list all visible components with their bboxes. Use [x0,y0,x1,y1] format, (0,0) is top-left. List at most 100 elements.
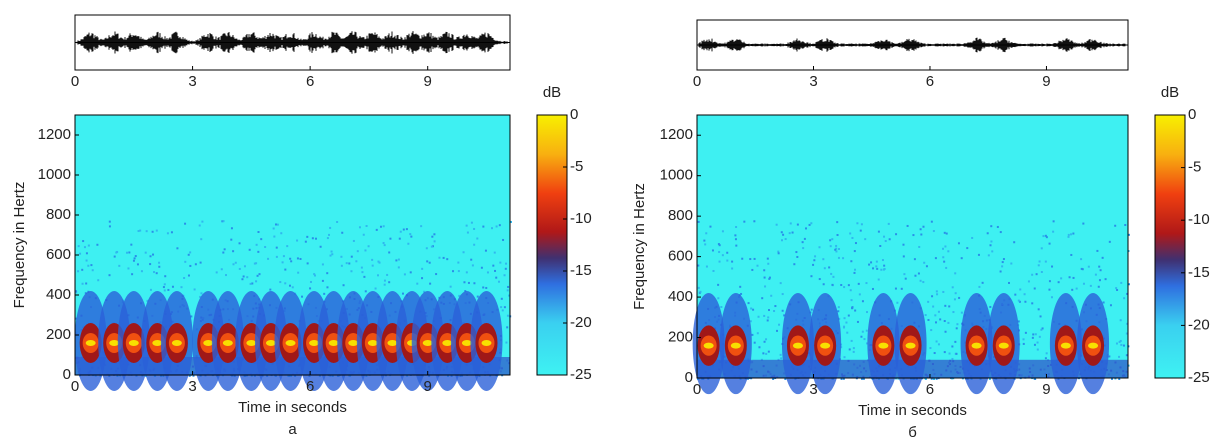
speckle [473,243,476,246]
speckle [306,235,309,238]
speckle [242,275,245,278]
speckle [952,311,955,314]
speckle [849,232,852,235]
speckle [164,275,167,278]
speckle [868,263,871,266]
speckle [230,238,233,241]
speckle [131,273,134,276]
speckle [306,262,309,265]
speckle [1114,224,1117,227]
speckle [835,247,838,250]
speckle [457,270,460,273]
speckle [881,259,884,262]
speckle [930,220,933,223]
speckle [140,270,143,273]
speckle [829,239,832,242]
blob [328,340,339,346]
blob [128,340,139,346]
speckle [1014,293,1017,296]
colorbar-tick-label: -15 [1188,264,1210,281]
blob [285,340,296,346]
speckle [350,270,353,273]
speckle [1022,338,1025,341]
y-tick-label: 600 [668,248,693,265]
speckle [777,252,780,255]
speckle [989,244,992,247]
speckle [934,257,937,260]
speckle [1072,276,1075,279]
speckle [1067,233,1070,236]
speckle [860,223,863,226]
y-axis-label: Frequency in Hertz [11,182,28,309]
speckle [828,266,831,269]
speckle [397,266,400,269]
speckle [409,233,412,236]
speckle [1036,341,1039,344]
speckle [850,299,853,302]
y-tick-label: 200 [668,329,693,346]
speckle [957,242,960,245]
speckle [943,351,946,354]
speckle [781,239,784,242]
speckle [220,268,223,271]
speckle [465,224,468,227]
speckle [1115,342,1118,345]
speckle [1082,282,1085,285]
blob [367,340,378,346]
speckle [1115,287,1118,290]
speckle [1037,264,1040,267]
speckle [79,252,82,255]
speckle [1052,220,1055,223]
speckle [77,245,80,248]
speckle [1038,260,1041,263]
speckle [506,326,509,329]
speckle [810,275,813,278]
speckle [482,286,485,289]
speckle [327,233,330,236]
speckle [966,247,969,250]
speckle [879,245,882,248]
x-tick-label: 3 [809,73,817,90]
y-tick-label: 400 [668,288,693,305]
spectrogram-frame [696,114,1129,379]
speckle [953,298,956,301]
speckle [319,245,322,248]
speckle [765,338,768,341]
speckle [340,264,343,267]
speckle [291,286,294,289]
speckle [299,257,302,260]
speckle [954,340,957,343]
speckle [1067,235,1070,238]
speckle [845,321,848,324]
speckle [313,273,316,276]
speckle [1119,339,1122,342]
speckle [1118,377,1121,380]
speckle [944,304,947,307]
speckle [856,222,859,225]
speckle [823,267,826,270]
speckle [1044,234,1047,237]
speckle [851,236,854,239]
x-axis-label: Time in seconds [858,402,967,419]
speckle [1081,268,1084,271]
speckle [91,269,94,272]
speckle [763,269,766,272]
speckle [386,273,389,276]
blob [878,342,889,349]
speckle [431,235,434,238]
speckle [301,295,304,298]
y-tick-label: 1200 [660,126,693,143]
speckle [944,330,947,333]
speckle [1099,269,1102,272]
colorbar-tick-label: -10 [570,210,592,227]
colorbar-tick-label: -20 [1188,316,1210,333]
speckle [842,257,845,260]
speckle [902,243,905,246]
speckle [170,231,173,234]
speckle [932,230,935,233]
speckle [756,264,759,267]
speckle [1032,333,1035,336]
speckle [255,243,258,246]
speckle [232,263,235,266]
speckle [462,251,465,254]
